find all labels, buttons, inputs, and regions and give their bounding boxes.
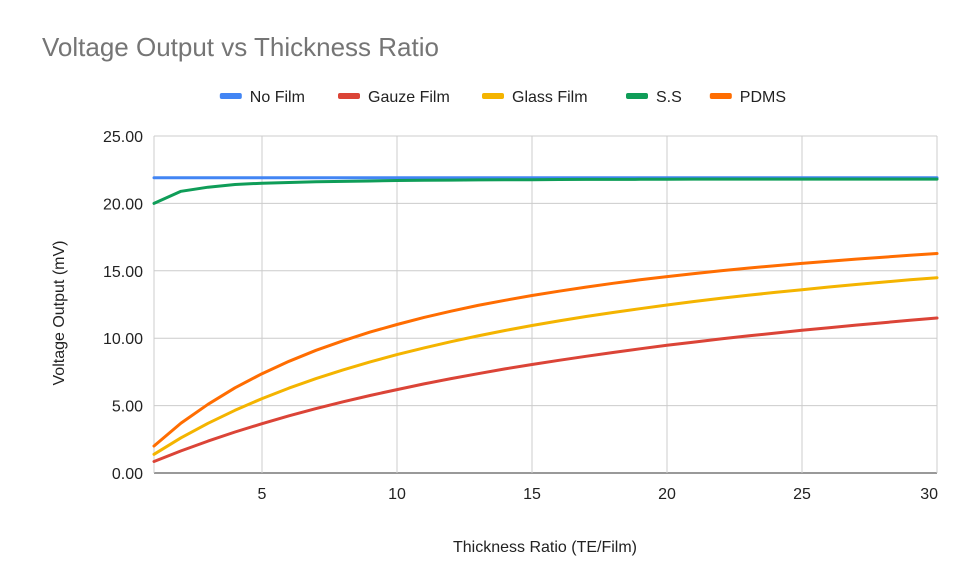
legend-label: No Film <box>250 89 305 106</box>
x-tick-label: 5 <box>258 486 267 503</box>
x-tick-label: 20 <box>658 486 676 503</box>
series-line-s-s <box>152 177 939 205</box>
legend-item: S.S <box>626 89 682 106</box>
x-tick-label: 25 <box>793 486 811 503</box>
x-tick-label: 30 <box>920 486 938 503</box>
legend-label: Glass Film <box>512 89 588 106</box>
legend-item: Glass Film <box>482 89 588 106</box>
y-tick-label: 15.00 <box>103 264 143 281</box>
x-tick-label: 15 <box>523 486 541 503</box>
y-tick-label: 10.00 <box>103 331 143 348</box>
y-axis-ticks: 0.00 5.00 10.00 15.00 20.00 25.00 <box>103 129 143 483</box>
x-axis-title: Thickness Ratio (TE/Film) <box>453 539 637 556</box>
legend-item: No Film <box>219 89 305 106</box>
series-lines <box>152 176 939 463</box>
chart-title: Voltage Output vs Thickness Ratio <box>42 32 439 62</box>
legend-label: S.S <box>656 89 682 106</box>
legend-item: PDMS <box>709 89 786 106</box>
legend-swatch <box>709 93 732 99</box>
legend-label: Gauze Film <box>368 89 450 106</box>
y-tick-label: 0.00 <box>112 466 143 483</box>
legend-swatch <box>219 93 242 99</box>
legend-item: Gauze Film <box>338 89 450 106</box>
legend-swatch <box>482 93 504 99</box>
legend-label: PDMS <box>740 89 786 106</box>
legend: No Film Gauze Film Glass Film S.S PDMS <box>219 89 786 106</box>
legend-swatch <box>626 93 648 99</box>
series-line-pdms <box>152 252 939 448</box>
series-line-glass-film <box>152 276 939 456</box>
legend-swatch <box>338 93 360 99</box>
y-axis-title: Voltage Output (mV) <box>51 241 68 386</box>
grid <box>153 135 938 474</box>
x-tick-label: 10 <box>388 486 406 503</box>
series-line-gauze-film <box>152 316 939 463</box>
y-tick-label: 5.00 <box>112 399 143 416</box>
y-tick-label: 20.00 <box>103 196 143 213</box>
x-axis-ticks: 5 10 15 20 25 30 <box>258 486 939 503</box>
y-tick-label: 25.00 <box>103 129 143 146</box>
